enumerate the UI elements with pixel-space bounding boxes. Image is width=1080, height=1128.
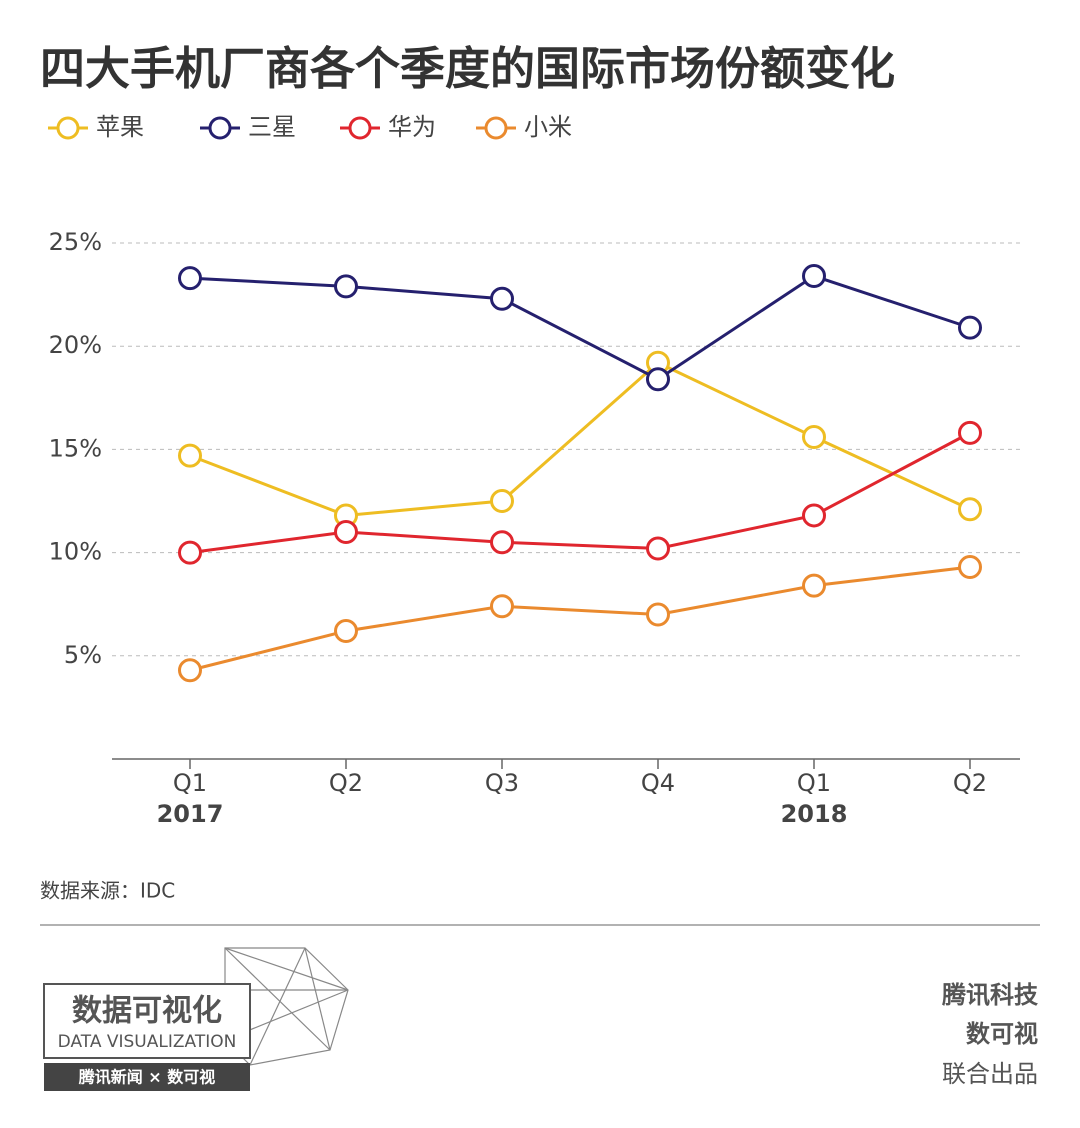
x-tick-label: Q4 [641, 769, 675, 797]
point [802, 425, 826, 450]
credit: 腾讯科技 [942, 981, 1039, 1009]
x-sublabel: 2018 [781, 800, 848, 828]
legend-marker [56, 116, 80, 140]
point [334, 274, 358, 299]
y-tick-label: 15% [49, 434, 102, 462]
point [958, 497, 982, 522]
point [490, 286, 514, 311]
legend-label: 小米 [524, 113, 572, 141]
legend-marker [348, 116, 372, 140]
point [958, 555, 982, 580]
point [646, 367, 670, 392]
legend-label: 三星 [248, 113, 296, 141]
y-tick-label: 20% [49, 331, 102, 359]
point [802, 264, 826, 289]
point [178, 540, 202, 565]
legend-label: 华为 [388, 113, 436, 141]
point [802, 503, 826, 528]
legend-label: 苹果 [96, 113, 144, 141]
legend-marker [484, 116, 508, 140]
point [646, 536, 670, 561]
series-line [189, 274, 971, 381]
logo-bar-bg [44, 1063, 250, 1091]
series-line [189, 431, 971, 555]
series-line [189, 565, 971, 672]
y-tick-label: 10% [49, 538, 102, 566]
point [802, 573, 826, 598]
point [958, 315, 982, 340]
credit: 数可视 [966, 1020, 1038, 1048]
point [178, 658, 202, 683]
point [334, 619, 358, 644]
point [178, 266, 202, 291]
chart-title: 四大手机厂商各个季度的国际市场份额变化 [40, 42, 895, 95]
x-tick-label: Q1 [797, 769, 831, 797]
x-tick-label: Q3 [485, 769, 519, 797]
legend-marker [208, 116, 232, 140]
credit: 联合出品 [942, 1060, 1038, 1088]
point [646, 602, 670, 627]
y-tick-label: 5% [64, 641, 102, 669]
x-tick-label: Q2 [329, 769, 363, 797]
series-line [189, 360, 971, 517]
logo-bar: 腾讯新闻 × 数可视 [79, 1068, 216, 1087]
source: 数据来源：IDC [40, 879, 175, 903]
logo-subtitle: DATA VISUALIZATION [58, 1032, 237, 1052]
logo-box [43, 983, 251, 1059]
logo-title: 数据可视化 [72, 994, 222, 1029]
point [490, 489, 514, 513]
x-tick-label: Q2 [953, 769, 987, 797]
point [958, 420, 982, 445]
point [490, 530, 514, 555]
point [490, 594, 514, 619]
y-tick-label: 25% [49, 228, 102, 256]
x-tick-label: Q1 [173, 769, 207, 797]
point [334, 519, 358, 544]
logo-graphic [224, 947, 349, 1066]
x-sublabel: 2017 [157, 800, 224, 828]
point [178, 443, 202, 468]
